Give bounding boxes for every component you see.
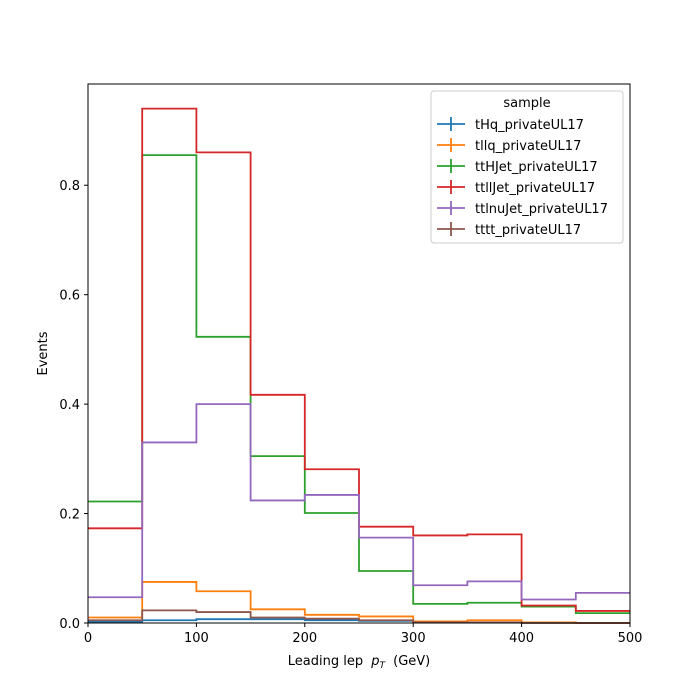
legend-entry: ttllJet_privateUL17 bbox=[437, 180, 595, 196]
legend-box bbox=[430, 90, 624, 244]
x-tick-label: 300 bbox=[401, 631, 426, 646]
x-axis-label-unit: (GeV) bbox=[393, 654, 430, 669]
x-axis: 0 100 200 300 400 500 bbox=[84, 623, 643, 646]
y-tick-label: 0.6 bbox=[59, 289, 80, 304]
x-axis-label-math: p bbox=[370, 654, 379, 669]
legend-label: ttHJet_privateUL17 bbox=[475, 160, 598, 175]
legend-label: tllq_privateUL17 bbox=[475, 139, 581, 154]
y-tick-label: 0.4 bbox=[59, 398, 80, 413]
x-axis-label-text: Leading lep bbox=[288, 654, 363, 669]
y-axis-label: Events bbox=[36, 331, 51, 375]
x-tick-label: 0 bbox=[84, 631, 92, 646]
legend: sample tHq_privateUL17 tllq_privateUL17tt… bbox=[430, 90, 624, 244]
x-tick-label: 400 bbox=[509, 631, 534, 646]
legend-label: tHq_privateUL17 bbox=[475, 118, 584, 133]
y-axis: 0.0 0.2 0.4 0.6 0.8 bbox=[59, 179, 88, 632]
legend-entry: tllq_privateUL17 bbox=[437, 138, 581, 154]
legend-entry: tttt_privateUL17 bbox=[437, 222, 581, 238]
y-tick-label: 0.8 bbox=[59, 179, 80, 194]
legend-entry: ttlnuJet_privateUL17 bbox=[437, 201, 608, 217]
series-layer bbox=[88, 107, 630, 624]
axes-frame bbox=[87, 83, 631, 624]
legend-entry: tHq_privateUL17 bbox=[437, 117, 584, 133]
x-tick-label: 500 bbox=[618, 631, 643, 646]
series-line-tllq_privateUL17 bbox=[88, 581, 630, 624]
y-tick-label: 0.2 bbox=[59, 508, 80, 523]
legend-label: ttlnuJet_privateUL17 bbox=[475, 202, 608, 217]
legend-label: tttt_privateUL17 bbox=[475, 223, 581, 238]
x-axis-label: Leading lep pT (GeV) bbox=[288, 654, 430, 672]
y-tick-label: 0.0 bbox=[59, 617, 80, 632]
series-line-ttlnuJet_privateUL17 bbox=[88, 403, 630, 601]
legend-entry: ttHJet_privateUL17 bbox=[437, 159, 598, 175]
legend-entries: tHq_privateUL17 tllq_privateUL17 ttHJet_pr… bbox=[437, 117, 608, 238]
x-axis-label-sub: T bbox=[379, 661, 386, 671]
legend-label: ttllJet_privateUL17 bbox=[475, 181, 595, 196]
legend-title: sample bbox=[503, 96, 550, 111]
x-tick-label: 100 bbox=[184, 631, 209, 646]
x-tick-label: 200 bbox=[292, 631, 317, 646]
